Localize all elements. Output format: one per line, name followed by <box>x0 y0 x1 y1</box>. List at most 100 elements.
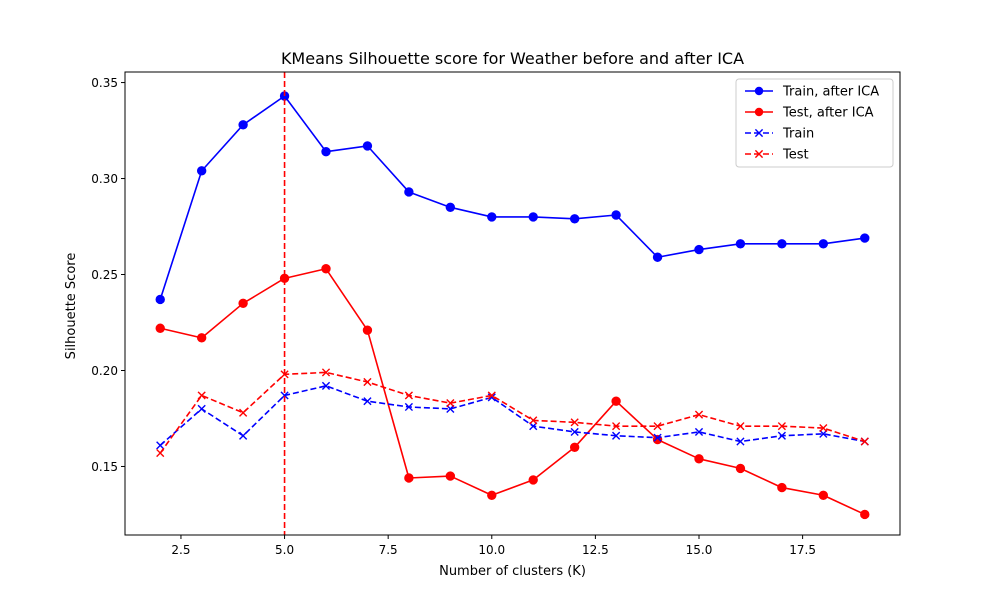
series-point <box>196 333 207 343</box>
series-point-stroke <box>694 427 704 437</box>
series-point <box>570 418 579 427</box>
series-point <box>321 381 331 390</box>
series-point <box>528 475 538 485</box>
series-point <box>362 325 373 335</box>
series-point <box>404 187 414 197</box>
series-point <box>694 427 704 437</box>
series-point-stroke <box>487 393 496 402</box>
series-point-stroke <box>239 408 248 417</box>
x-tick-label: 12.5 <box>582 543 609 557</box>
series-line-4 <box>159 371 866 454</box>
series-point <box>197 404 206 413</box>
axes-frame <box>124 71 901 536</box>
series-point-stroke <box>860 437 869 446</box>
y-tick-label: 0.30 <box>91 172 118 186</box>
series-point <box>321 146 331 157</box>
series-point-stroke <box>612 431 621 440</box>
series-point <box>736 422 745 431</box>
series-point <box>362 141 373 151</box>
series-point-stroke <box>612 422 621 431</box>
series-point <box>363 377 372 387</box>
series-point <box>777 239 787 249</box>
series-point <box>611 210 621 220</box>
series-point <box>445 471 456 481</box>
x-tick-label: 2.5 <box>171 543 190 557</box>
x-tick-label: 15.0 <box>686 543 713 557</box>
series-point <box>611 396 621 406</box>
y-tick-label: 0.15 <box>91 460 118 474</box>
series-point <box>694 410 704 419</box>
legend-marker-stroke <box>754 149 764 159</box>
y-axis-label: Silhouette Score <box>64 253 79 360</box>
plot-area: 2.5 5.0 7.5 10.0 12.5 15.0 17.5 0.15 0.20 0.25 0.3… <box>91 71 901 557</box>
series-point <box>612 431 621 440</box>
series-point <box>487 391 496 400</box>
y-tick-label: 0.25 <box>91 268 118 282</box>
series-point <box>446 399 455 408</box>
series-point <box>569 214 580 224</box>
series-point-stroke <box>280 391 289 400</box>
series-point-stroke <box>736 422 745 431</box>
legend-label: Test, after ICA <box>782 106 874 121</box>
series-point-stroke <box>487 391 496 400</box>
series-point-stroke <box>570 427 579 437</box>
series-point-stroke <box>363 397 372 406</box>
series-point-stroke <box>819 423 828 433</box>
series-point <box>487 490 497 500</box>
series-point <box>653 433 662 442</box>
series-line-3 <box>159 385 865 446</box>
series-point-stroke <box>694 410 704 419</box>
legend-marker-stroke <box>754 128 764 138</box>
y-tick-label: 0.35 <box>91 76 118 90</box>
x-tick-label: 5.0 <box>275 543 294 557</box>
series-point-stroke <box>404 391 413 400</box>
series-line-1 <box>159 95 865 300</box>
series-point <box>321 264 331 274</box>
legend-label: Train <box>782 127 814 142</box>
series-point-stroke <box>156 441 165 450</box>
legend-box <box>735 78 894 168</box>
series-point <box>487 212 497 222</box>
series-point-stroke <box>363 377 372 387</box>
series-point <box>155 323 165 333</box>
series-point-stroke <box>570 418 579 427</box>
series-point-stroke <box>156 448 165 458</box>
series-point <box>694 244 704 255</box>
legend: Train, after ICA Test, after ICA Train Test <box>735 78 894 168</box>
series-point-stroke <box>736 437 745 446</box>
series-point <box>404 391 413 400</box>
series-point-stroke <box>197 391 206 400</box>
series-point <box>736 437 745 446</box>
series-point <box>404 473 414 483</box>
legend-label: Test <box>782 148 809 163</box>
series-point <box>196 166 207 176</box>
series-point-stroke <box>404 402 413 412</box>
series-point <box>445 202 456 213</box>
chart-title: KMeans Silhouette score for Weather befo… <box>281 49 744 68</box>
series-point <box>239 431 248 440</box>
series-point-stroke <box>197 404 206 413</box>
series-point-stroke <box>653 433 662 442</box>
series-point <box>860 437 869 446</box>
legend-marker <box>754 107 764 117</box>
x-tick-label: 10.0 <box>478 543 505 557</box>
series-point <box>612 422 621 431</box>
series-point <box>156 448 165 458</box>
legend-label: Train, after ICA <box>782 85 879 100</box>
series-point <box>321 368 331 377</box>
series-point <box>404 402 413 412</box>
series-point <box>239 408 248 417</box>
x-axis-label: Number of clusters (K) <box>439 564 586 579</box>
series-point <box>156 441 165 450</box>
series-point <box>529 416 538 425</box>
series-point-stroke <box>321 368 331 377</box>
x-tick-label: 7.5 <box>379 543 398 557</box>
legend-marker <box>754 86 764 96</box>
x-tick-label: 17.5 <box>789 543 816 557</box>
series-point <box>860 233 870 243</box>
y-tick-label: 0.20 <box>91 364 118 378</box>
series-point <box>238 298 248 309</box>
series-point <box>653 422 662 431</box>
